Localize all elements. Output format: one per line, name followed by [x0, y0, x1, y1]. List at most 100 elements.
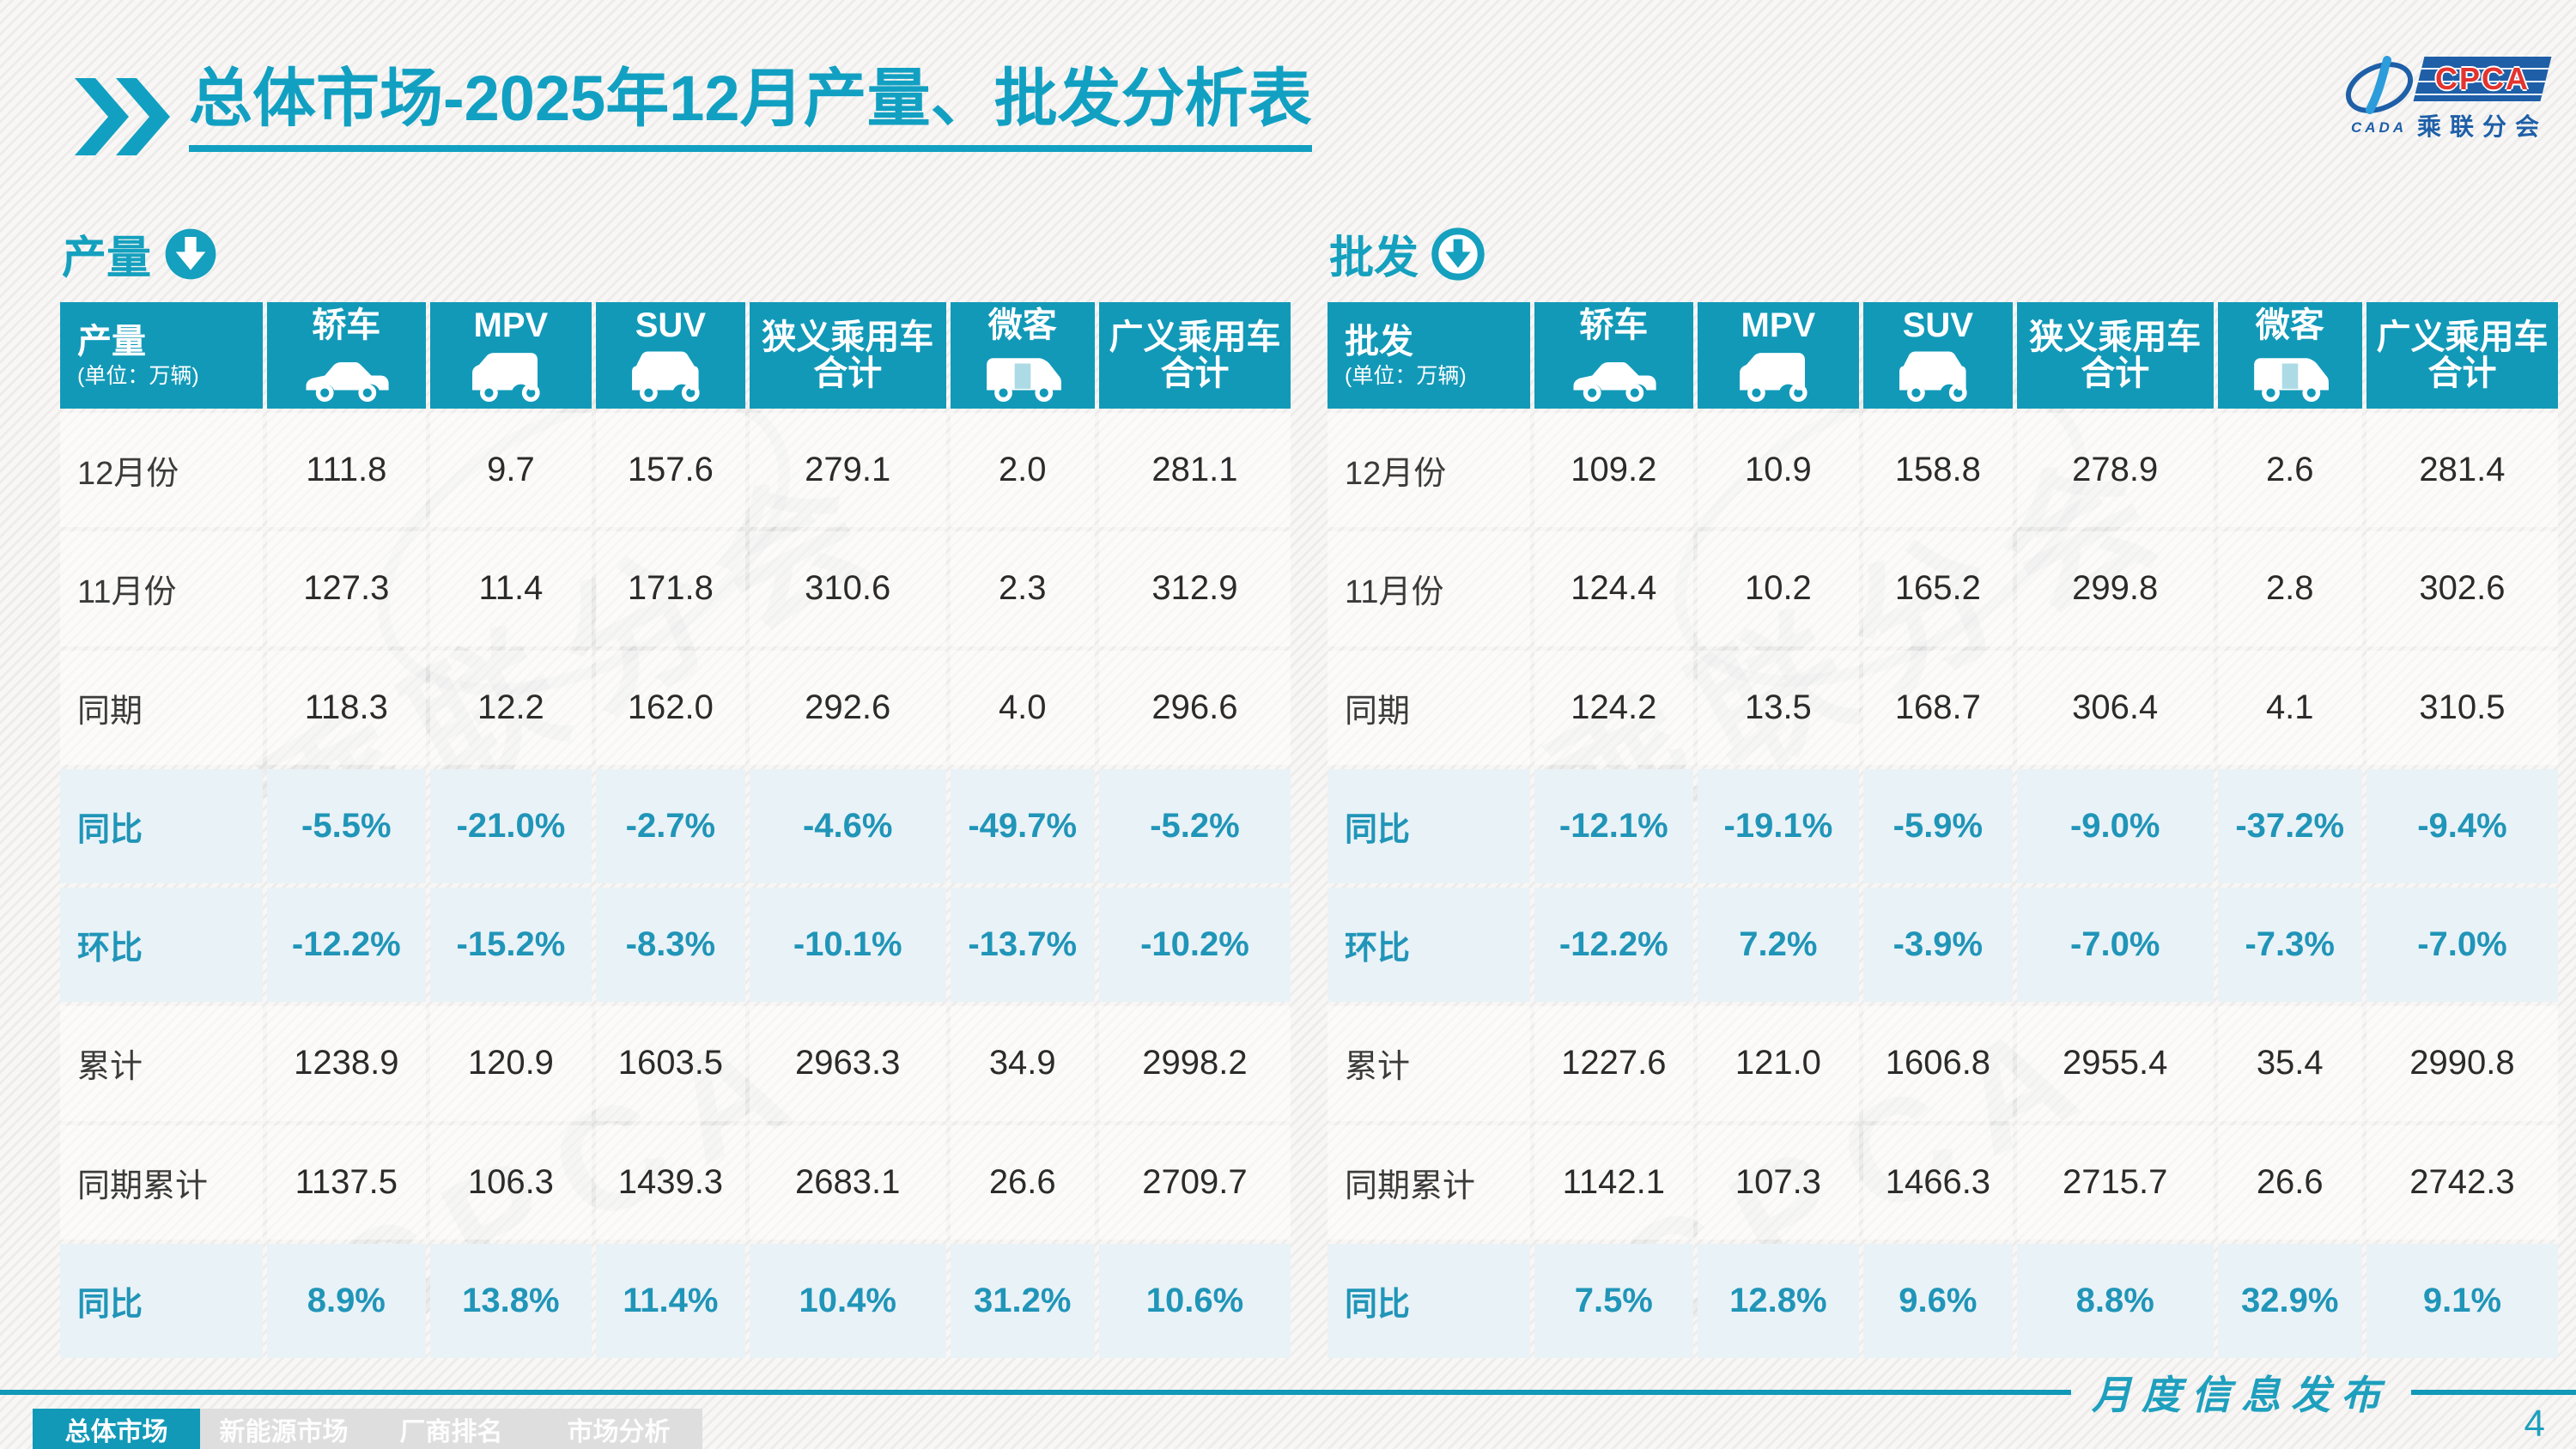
table-cell: 1238.9 [266, 1006, 426, 1121]
table-cell: 26.6 [950, 1125, 1095, 1240]
column-header-broad-pv: 广义乘用车 合计 [1098, 302, 1291, 409]
table-cell: -4.6% [749, 768, 946, 883]
svg-text:CADA: CADA [2351, 119, 2407, 136]
sedan-car-icon [301, 350, 391, 403]
cpca-logo: CADA CPCA 乘联分会 [2342, 45, 2552, 146]
double-chevron-right-icon [75, 78, 170, 155]
wholesale-section-title: 批发 [1329, 233, 1419, 283]
table-cell: 10.9 [1697, 413, 1859, 528]
table-cell: 310.5 [2366, 650, 2558, 765]
table-cell: -21.0% [429, 768, 592, 883]
table-corner-cell: 产量 (单位：万辆) [60, 302, 263, 409]
table-cell: 4.1 [2217, 650, 2362, 765]
column-header-mpv: MPV [429, 302, 592, 409]
table-cell: 302.6 [2366, 531, 2558, 646]
table-cell: 281.1 [1098, 413, 1291, 528]
table-cell: 157.6 [595, 413, 745, 528]
table-cell: 11.4% [595, 1243, 745, 1358]
table-cell: 10.4% [749, 1243, 946, 1358]
table-cell: -12.2% [1534, 888, 1693, 1003]
table-cell: 1466.3 [1862, 1125, 2013, 1240]
row-label: 11月份 [1327, 531, 1530, 646]
table-cell: -15.2% [429, 888, 592, 1003]
column-header-mpv: MPV [1697, 302, 1859, 409]
table-cell: -13.7% [950, 888, 1095, 1003]
table-cell: 13.5 [1697, 650, 1859, 765]
page-title-prefix: 总体市场 [189, 63, 443, 134]
table-cell: 4.0 [950, 650, 1095, 765]
table-cell: -5.9% [1862, 768, 2013, 883]
table-cell: 2998.2 [1098, 1006, 1291, 1121]
table-cell: 12.2 [429, 650, 592, 765]
table-cell: -7.0% [2366, 888, 2558, 1003]
table-cell: 26.6 [2217, 1125, 2362, 1240]
table-cell: 106.3 [429, 1125, 592, 1240]
table-cell: 2709.7 [1098, 1125, 1291, 1240]
footer-line-left [0, 1390, 2071, 1395]
row-label: 环比 [1327, 888, 1530, 1003]
column-header-microvan: 微客 [950, 302, 1095, 409]
table-cell: 1142.1 [1534, 1125, 1693, 1240]
table-cell: 2990.8 [2366, 1006, 2558, 1121]
row-label: 同期累计 [1327, 1125, 1530, 1240]
table-cell: -9.0% [2016, 768, 2214, 883]
table-cell: 165.2 [1862, 531, 2013, 646]
table-cell: 127.3 [266, 531, 426, 646]
table-cell: 2715.7 [2016, 1125, 2214, 1240]
table-cell: 121.0 [1697, 1006, 1859, 1121]
table-cell: 312.9 [1098, 531, 1291, 646]
table-cell: 310.6 [749, 531, 946, 646]
table-cell: -12.1% [1534, 768, 1693, 883]
page-title-rest: -2025年12月产量、批发分析表 [443, 63, 1312, 134]
column-header-suv: SUV [595, 302, 745, 409]
table-cell: 278.9 [2016, 413, 2214, 528]
table-cell: 2.0 [950, 413, 1095, 528]
table-corner-cell: 批发 (单位：万辆) [1327, 302, 1530, 409]
publication-label: 月度信息发布 [2092, 1373, 2391, 1417]
table-cell: 10.6% [1098, 1243, 1291, 1358]
table-cell: 8.8% [2016, 1243, 2214, 1358]
table-cell: -12.2% [266, 888, 426, 1003]
footer-tab-3[interactable]: 厂商排名 [399, 1417, 503, 1446]
row-label: 同比 [60, 1243, 263, 1358]
table-cell: -10.2% [1098, 888, 1291, 1003]
table-cell: 1439.3 [595, 1125, 745, 1240]
row-label: 同期 [1327, 650, 1530, 765]
footer-tab-1[interactable]: 总体市场 [33, 1409, 200, 1449]
table-cell: 109.2 [1534, 413, 1693, 528]
row-label: 同期累计 [60, 1125, 263, 1240]
footer-line-right [2411, 1390, 2576, 1395]
table-cell: 279.1 [749, 413, 946, 528]
row-label: 同比 [1327, 768, 1530, 883]
footer-tab-4[interactable]: 市场分析 [567, 1417, 671, 1446]
wholesale-table: 批发 (单位：万辆) 轿车 MPV SUV 狭义乘用车 合计 微客 广义乘用车 … [1327, 302, 2558, 1358]
table-cell: 118.3 [266, 650, 426, 765]
table-cell: 292.6 [749, 650, 946, 765]
footer-tab-2[interactable]: 新能源市场 [219, 1417, 349, 1446]
table-cell: -10.1% [749, 888, 946, 1003]
row-label: 环比 [60, 888, 263, 1003]
table-cell: 34.9 [950, 1006, 1095, 1121]
table-cell: 2.3 [950, 531, 1095, 646]
cpca-logo-text: CPCA [2434, 61, 2530, 96]
table-cell: 10.2 [1697, 531, 1859, 646]
column-header-suv: SUV [1862, 302, 2013, 409]
table-cell: 11.4 [429, 531, 592, 646]
row-label: 同比 [1327, 1243, 1530, 1358]
table-cell: 1606.8 [1862, 1006, 2013, 1121]
unit-label: (单位：万辆) [77, 363, 199, 388]
table-cell: 124.2 [1534, 650, 1693, 765]
table-cell: 120.9 [429, 1006, 592, 1121]
table-cell: -7.3% [2217, 888, 2362, 1003]
table-cell: -5.2% [1098, 768, 1291, 883]
production-section-header: 产量 [62, 221, 218, 286]
microvan-icon [978, 350, 1067, 403]
table-cell: 35.4 [2217, 1006, 2362, 1121]
row-label: 12月份 [60, 413, 263, 528]
table-cell: 1137.5 [266, 1125, 426, 1240]
column-header-sedan: 轿车 [266, 302, 426, 409]
suv-car-icon [626, 350, 715, 403]
table-cell: -8.3% [595, 888, 745, 1003]
table-cell: 13.8% [429, 1243, 592, 1358]
microvan-icon [2245, 350, 2335, 403]
